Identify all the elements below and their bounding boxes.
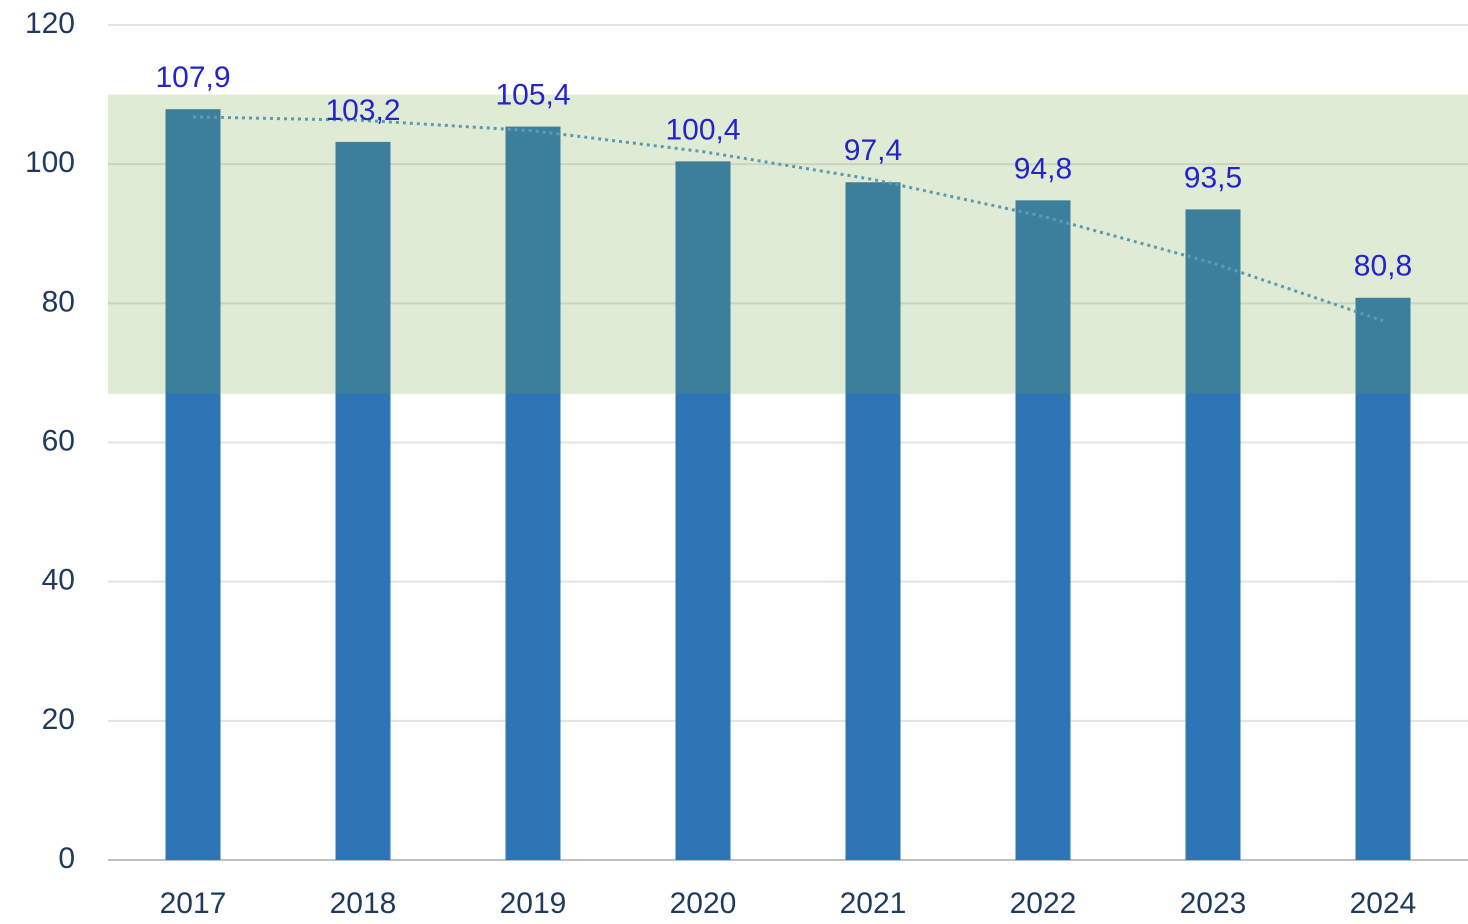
x-tick-label: 2020 bbox=[670, 887, 737, 920]
bar bbox=[845, 182, 901, 861]
bar bbox=[165, 109, 221, 861]
y-tick-label: 0 bbox=[58, 842, 75, 875]
data-label: 93,5 bbox=[1184, 161, 1242, 194]
data-label: 97,4 bbox=[844, 134, 902, 167]
y-tick-label: 40 bbox=[42, 564, 75, 597]
trend-line bbox=[192, 115, 1384, 323]
x-tick-label: 2024 bbox=[1350, 887, 1417, 920]
x-tick-label: 2021 bbox=[840, 887, 907, 920]
x-tick-label: 2018 bbox=[330, 887, 397, 920]
data-label: 80,8 bbox=[1354, 250, 1412, 283]
data-label: 105,4 bbox=[495, 79, 570, 112]
y-tick-label: 20 bbox=[42, 703, 75, 736]
data-label: 107,9 bbox=[155, 61, 230, 94]
bar bbox=[505, 126, 561, 860]
data-label: 103,2 bbox=[325, 94, 400, 127]
y-tick-label: 60 bbox=[42, 424, 75, 457]
x-tick-label: 2019 bbox=[500, 887, 567, 920]
data-label: 100,4 bbox=[665, 113, 740, 146]
x-tick-label: 2023 bbox=[1180, 887, 1247, 920]
bar bbox=[1185, 209, 1241, 861]
bar bbox=[1355, 297, 1411, 860]
bar bbox=[1015, 200, 1071, 861]
target-band bbox=[108, 94, 1468, 394]
y-tick-label: 120 bbox=[25, 7, 75, 40]
y-tick-label: 100 bbox=[25, 146, 75, 179]
bar bbox=[675, 161, 731, 861]
x-tick-label: 2017 bbox=[160, 887, 227, 920]
bar bbox=[335, 141, 391, 860]
y-tick-label: 80 bbox=[42, 285, 75, 318]
x-tick-label: 2022 bbox=[1010, 887, 1077, 920]
data-label: 94,8 bbox=[1014, 152, 1072, 185]
